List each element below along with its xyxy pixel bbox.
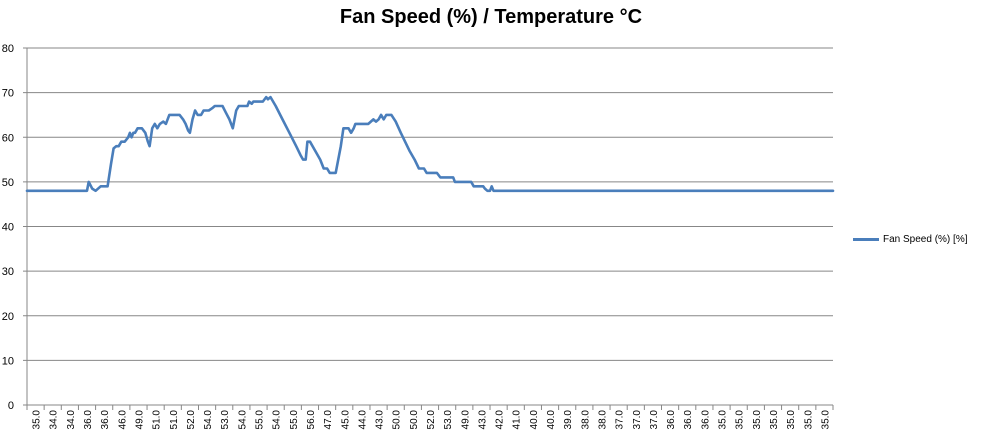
x-tick-label: 35.0 xyxy=(820,410,831,430)
x-tick-label: 34.0 xyxy=(49,410,60,430)
x-tick-label: 35.0 xyxy=(32,410,43,430)
x-tick-label: 50.0 xyxy=(392,410,403,430)
x-tick-label: 43.0 xyxy=(477,410,488,430)
legend-swatch xyxy=(853,238,879,241)
y-tick-label: 60 xyxy=(2,132,14,144)
x-tick-label: 54.0 xyxy=(272,410,283,430)
legend: Fan Speed (%) [%] xyxy=(853,234,967,245)
x-tick-label: 35.0 xyxy=(735,410,746,430)
x-tick-label: 55.0 xyxy=(289,410,300,430)
x-tick-label: 35.0 xyxy=(803,410,814,430)
chart-title: Fan Speed (%) / Temperature °C xyxy=(339,6,643,28)
x-tick-label: 35.0 xyxy=(752,410,763,430)
y-tick-label: 20 xyxy=(2,311,14,323)
x-tick-label: 36.0 xyxy=(666,410,677,430)
x-tick-label: 37.0 xyxy=(649,410,660,430)
x-tick-label: 40.0 xyxy=(546,410,557,430)
x-tick-label: 53.0 xyxy=(443,410,454,430)
x-tick-label: 54.0 xyxy=(237,410,248,430)
series-line xyxy=(25,95,835,193)
x-tick-label: 52.0 xyxy=(186,410,197,430)
x-tick-label: 36.0 xyxy=(683,410,694,430)
x-tick-label: 36.0 xyxy=(100,410,111,430)
x-tick-label: 35.0 xyxy=(718,410,729,430)
y-tick-label: 70 xyxy=(2,88,14,100)
x-tick-label: 35.0 xyxy=(786,410,797,430)
y-tick-label: 30 xyxy=(2,266,14,278)
x-tick-label: 51.0 xyxy=(169,410,180,430)
y-tick-label: 10 xyxy=(2,355,14,367)
x-tick-label: 41.0 xyxy=(512,410,523,430)
x-tick-label: 38.0 xyxy=(580,410,591,430)
x-tick-label: 56.0 xyxy=(306,410,317,430)
y-tick-label: 40 xyxy=(2,222,14,234)
x-tick-label: 36.0 xyxy=(83,410,94,430)
x-tick-label: 55.0 xyxy=(255,410,266,430)
x-tick-label: 34.0 xyxy=(66,410,77,430)
x-tick-label: 39.0 xyxy=(563,410,574,430)
x-tick-label: 35.0 xyxy=(769,410,780,430)
x-tick-label: 40.0 xyxy=(529,410,540,430)
x-tick-label: 53.0 xyxy=(220,410,231,430)
x-tick-label: 36.0 xyxy=(700,410,711,430)
y-tick-label: 80 xyxy=(2,43,14,55)
x-tick-label: 37.0 xyxy=(615,410,626,430)
legend-label: Fan Speed (%) [%] xyxy=(883,234,968,245)
x-tick-label: 37.0 xyxy=(632,410,643,430)
x-tick-label: 38.0 xyxy=(597,410,608,430)
x-tick-label: 46.0 xyxy=(117,410,128,430)
x-tick-label: 51.0 xyxy=(152,410,163,430)
x-tick-label: 52.0 xyxy=(426,410,437,430)
x-tick-label: 54.0 xyxy=(203,410,214,430)
x-tick-label: 47.0 xyxy=(323,410,334,430)
x-tick-label: 45.0 xyxy=(340,410,351,430)
x-tick-label: 49.0 xyxy=(134,410,145,430)
x-tick-label: 44.0 xyxy=(357,410,368,430)
x-tick-label: 42.0 xyxy=(495,410,506,430)
x-tick-label: 49.0 xyxy=(460,410,471,430)
x-tick-label: 50.0 xyxy=(409,410,420,430)
y-tick-label: 50 xyxy=(2,177,14,189)
x-tick-label: 43.0 xyxy=(375,410,386,430)
y-tick-label: 0 xyxy=(8,400,14,412)
